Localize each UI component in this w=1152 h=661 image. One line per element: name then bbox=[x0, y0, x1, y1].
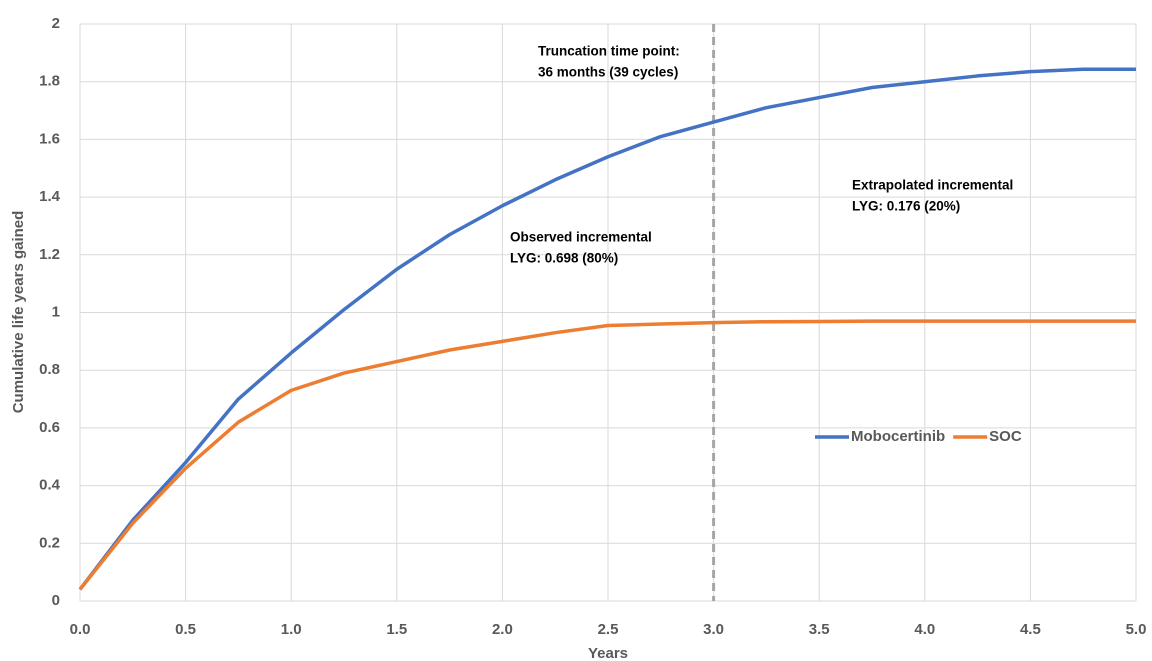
y-tick-label: 2 bbox=[52, 15, 60, 32]
y-tick-label: 0.6 bbox=[39, 419, 60, 436]
annotation: 36 months (39 cycles) bbox=[538, 65, 678, 80]
annotation: LYG: 0.176 (20%) bbox=[852, 199, 960, 214]
annotation: LYG: 0.698 (80%) bbox=[510, 251, 618, 266]
x-tick-label: 2.5 bbox=[598, 621, 619, 638]
series-line bbox=[78, 67, 1136, 591]
x-tick-label: 4.5 bbox=[1020, 621, 1041, 638]
y-tick-label: 1.4 bbox=[39, 188, 61, 205]
x-tick-label: 1.0 bbox=[281, 621, 302, 638]
x-axis-title: Years bbox=[588, 645, 628, 661]
x-tick-label: 2.0 bbox=[492, 621, 513, 638]
x-tick-label: 3.5 bbox=[809, 621, 830, 638]
y-tick-label: 0.4 bbox=[39, 477, 61, 494]
y-tick-label: 1 bbox=[52, 303, 60, 320]
x-tick-label: 4.0 bbox=[914, 621, 935, 638]
annotation: Observed incremental bbox=[510, 230, 652, 245]
legend-label: SOC bbox=[989, 428, 1022, 445]
series-line bbox=[78, 319, 1136, 591]
y-tick-label: 0 bbox=[52, 592, 60, 609]
y-tick-label: 1.6 bbox=[39, 130, 60, 147]
x-tick-label: 5.0 bbox=[1126, 621, 1147, 638]
legend-label: Mobocertinib bbox=[851, 428, 945, 445]
y-tick-label: 0.8 bbox=[39, 361, 60, 378]
x-tick-label: 0.5 bbox=[175, 621, 196, 638]
annotation: Truncation time point: bbox=[538, 44, 680, 59]
y-tick-label: 1.2 bbox=[39, 246, 60, 263]
x-tick-label: 0.0 bbox=[70, 621, 91, 638]
x-tick-label: 1.5 bbox=[386, 621, 407, 638]
annotation: Extrapolated incremental bbox=[852, 178, 1013, 193]
y-tick-label: 1.8 bbox=[39, 73, 60, 90]
y-axis-title: Cumulative life years gained bbox=[10, 211, 27, 414]
y-tick-label: 0.2 bbox=[39, 534, 60, 551]
x-tick-label: 3.0 bbox=[703, 621, 724, 638]
